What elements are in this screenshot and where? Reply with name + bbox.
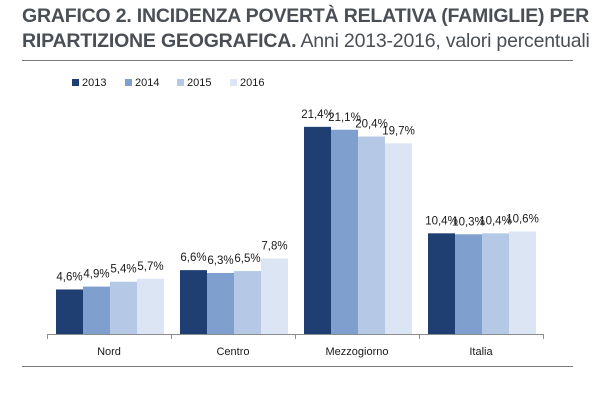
legend-swatch-2014 xyxy=(125,79,132,86)
category-label-italia: Italia xyxy=(469,346,493,358)
legend-label-2013: 2013 xyxy=(82,77,106,89)
category-label-nord: Nord xyxy=(97,346,121,358)
legend-swatch-2016 xyxy=(230,79,237,86)
data-label-nord-2014: 4,9% xyxy=(83,269,109,281)
legend-label-2015: 2015 xyxy=(187,77,211,89)
bar-mezzogiorno-2013 xyxy=(304,126,331,335)
data-label-centro-2013: 6,6% xyxy=(180,252,206,264)
legend-swatch-2015 xyxy=(177,79,184,86)
data-label-italia-2013: 10,4% xyxy=(425,215,458,227)
title-line-2-normal: Anni 2013-2016, valori percentuali xyxy=(296,30,590,52)
legend-swatch-2013 xyxy=(72,79,79,86)
bar-nord-2014 xyxy=(83,286,110,334)
bar-italia-2016 xyxy=(509,231,536,334)
chart-title: GRAFICO 2. INCIDENZA POVERTÀ RELATIVA (F… xyxy=(22,4,592,54)
data-label-centro-2015: 6,5% xyxy=(234,253,260,265)
title-line-2-bold: RIPARTIZIONE GEOGRAFICA. xyxy=(22,30,297,52)
data-label-mezzogiorno-2014: 21,1% xyxy=(328,112,361,124)
bar-centro-2015 xyxy=(234,271,261,334)
data-labels: 4,6% 4,9% 5,4% 5,7% 6,6% 6,3% 6,5%7,8% 21,4%21,… xyxy=(56,109,538,284)
bar-centro-2016 xyxy=(261,258,288,334)
title-line-2: RIPARTIZIONE GEOGRAFICA. Anni 2013-2016,… xyxy=(22,29,592,54)
bar-mezzogiorno-2014 xyxy=(331,129,358,334)
bar-nord-2015 xyxy=(110,281,137,334)
data-label-italia-2015: 10,4% xyxy=(479,215,512,227)
data-label-nord-2015: 5,4% xyxy=(110,264,136,276)
bar-mezzogiorno-2016 xyxy=(385,143,412,334)
legend-label-2016: 2016 xyxy=(240,77,264,89)
bars xyxy=(56,126,536,335)
bar-nord-2013 xyxy=(56,289,83,334)
title-line-1: GRAFICO 2. INCIDENZA POVERTÀ RELATIVA (F… xyxy=(22,5,590,27)
data-label-italia-2016: 10,6% xyxy=(506,213,539,225)
bar-italia-2015 xyxy=(482,233,509,334)
data-label-mezzogiorno-2015: 20,4% xyxy=(355,119,388,131)
bar-italia-2014 xyxy=(455,234,482,334)
category-labels: Nord Centro Mezzogiorno Italia xyxy=(97,346,493,358)
bar-mezzogiorno-2015 xyxy=(358,136,385,334)
title-rule xyxy=(22,60,573,61)
data-label-nord-2013: 4,6% xyxy=(56,271,82,283)
data-label-mezzogiorno-2013: 21,4% xyxy=(301,109,334,121)
data-label-mezzogiorno-2016: 19,7% xyxy=(382,125,415,137)
data-label-centro-2014: 6,3% xyxy=(207,255,233,267)
x-axis-ticks xyxy=(47,334,544,339)
bar-centro-2014 xyxy=(207,273,234,334)
data-label-centro-2016: 7,8% xyxy=(261,240,287,252)
category-label-mezzogiorno: Mezzogiorno xyxy=(326,346,389,358)
data-label-nord-2016: 5,7% xyxy=(137,261,163,273)
bar-nord-2016 xyxy=(137,278,164,334)
bottom-rule xyxy=(22,366,573,367)
data-label-italia-2014: 10,3% xyxy=(452,216,485,228)
bar-centro-2013 xyxy=(180,270,207,334)
category-label-centro: Centro xyxy=(216,346,249,358)
legend-label-2014: 2014 xyxy=(135,77,159,89)
bar-italia-2013 xyxy=(428,233,455,334)
legend: 2013 2014 2015 2016 xyxy=(72,77,264,89)
